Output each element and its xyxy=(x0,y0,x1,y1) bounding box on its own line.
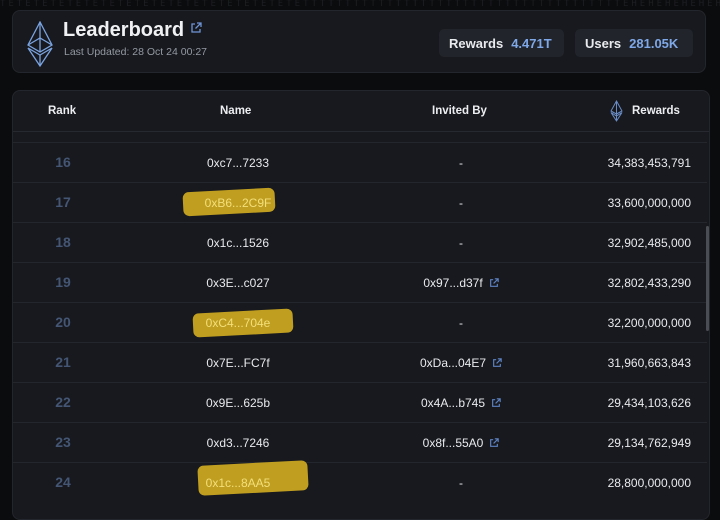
table-row[interactable]: 20 0xC4...704e - 32,200,000,000 xyxy=(13,302,707,342)
external-link-icon[interactable] xyxy=(492,358,502,368)
title-text: Leaderboard xyxy=(63,19,185,41)
column-rewards[interactable]: Rewards xyxy=(632,105,680,117)
rewards-value: 29,134,762,949 xyxy=(607,436,691,450)
external-link-icon[interactable] xyxy=(489,438,500,448)
inviter-address: - xyxy=(459,236,463,250)
inviter-address: - xyxy=(459,156,463,170)
address[interactable]: 0x7E...FC7f xyxy=(206,356,270,370)
rewards-value: 29,434,103,626 xyxy=(607,396,691,410)
rewards-value: 32,902,485,000 xyxy=(607,236,691,250)
rank-value: 16 xyxy=(55,154,71,170)
rank-value: 18 xyxy=(55,234,71,250)
column-rank[interactable]: Rank xyxy=(48,105,77,117)
leaderboard-table: Rank Name Invited By Rewards 16 0xc7...7… xyxy=(12,90,710,520)
rewards-value: 34,383,453,791 xyxy=(607,156,691,170)
rank-value: 20 xyxy=(55,314,71,330)
table-row[interactable]: 22 0x9E...625b 0x4A...b745 29,434,103,62… xyxy=(13,382,707,422)
address[interactable]: 0xB6...2C9F xyxy=(204,196,272,210)
ethereum-icon xyxy=(610,100,623,122)
users-stat: Users 281.05K xyxy=(575,29,693,57)
external-link-icon[interactable] xyxy=(489,278,499,288)
external-link-icon[interactable] xyxy=(491,398,501,408)
column-name[interactable]: Name xyxy=(220,105,252,117)
table-row[interactable]: 17 0xB6...2C9F - 33,600,000,000 xyxy=(13,182,707,222)
inviter-address: - xyxy=(459,476,463,490)
table-row[interactable]: 16 0xc7...7233 - 34,383,453,791 xyxy=(13,142,707,182)
table-row[interactable]: 21 0x7E...FC7f 0xDa...04E7 31,960,663,84… xyxy=(13,342,707,382)
rank-value: 21 xyxy=(55,354,71,370)
table-header: Rank Name Invited By Rewards xyxy=(13,91,709,132)
inviter-address: - xyxy=(459,316,463,330)
address[interactable]: 0x9E...625b xyxy=(205,396,271,410)
rank-value: 24 xyxy=(55,474,71,490)
inviter-address[interactable]: 0x4A...b745 xyxy=(420,396,486,410)
address[interactable]: 0xd3...7246 xyxy=(206,436,270,450)
background-pattern: TETETETETETETETETETETETETETETETETETETTTT… xyxy=(0,0,720,9)
stat-label: Rewards xyxy=(449,35,504,51)
table-row[interactable]: 19 0x3E...c027 0x97...d37f 32,802,433,29… xyxy=(13,262,707,302)
rank-value: 23 xyxy=(55,434,71,450)
rewards-value: 32,802,433,290 xyxy=(607,276,691,290)
stat-value: 281.05K xyxy=(629,35,679,51)
address[interactable]: 0xc7...7233 xyxy=(206,156,270,170)
rewards-value: 28,800,000,000 xyxy=(607,476,691,490)
inviter-address: - xyxy=(459,196,463,210)
rewards-value: 31,960,663,843 xyxy=(607,356,691,370)
last-updated: Last Updated: 28 Oct 24 00:27 xyxy=(64,46,208,58)
rewards-value: 32,200,000,000 xyxy=(607,316,691,330)
address[interactable]: 0x3E...c027 xyxy=(206,276,270,290)
stat-label: Users xyxy=(585,35,622,51)
inviter-address[interactable]: 0x97...d37f xyxy=(423,276,483,290)
address[interactable]: 0xC4...704e xyxy=(205,316,271,330)
address[interactable]: 0x1c...8AA5 xyxy=(205,476,271,490)
column-invited-by[interactable]: Invited By xyxy=(432,105,487,117)
table-row[interactable]: 24 0x1c...8AA5 - 28,800,000,000 xyxy=(13,460,707,502)
address[interactable]: 0x1c...1526 xyxy=(206,236,270,250)
header-card: Leaderboard Last Updated: 28 Oct 24 00:2… xyxy=(12,10,706,73)
inviter-address[interactable]: 0xDa...04E7 xyxy=(419,356,487,370)
rank-value: 17 xyxy=(55,194,71,210)
external-link-icon[interactable] xyxy=(190,22,202,34)
rewards-value: 33,600,000,000 xyxy=(607,196,691,210)
table-row[interactable]: 18 0x1c...1526 - 32,902,485,000 xyxy=(13,222,707,262)
scrollbar[interactable] xyxy=(706,226,709,331)
rank-value: 22 xyxy=(55,394,71,410)
page-title: Leaderboard xyxy=(63,19,202,42)
rank-value: 19 xyxy=(55,274,71,290)
ethereum-logo-icon xyxy=(27,21,53,67)
stat-value: 4.471T xyxy=(511,35,552,51)
inviter-address[interactable]: 0x8f...55A0 xyxy=(422,436,484,450)
rewards-stat: Rewards 4.471T xyxy=(439,29,564,57)
table-row[interactable]: 23 0xd3...7246 0x8f...55A0 29,134,762,94… xyxy=(13,422,707,462)
